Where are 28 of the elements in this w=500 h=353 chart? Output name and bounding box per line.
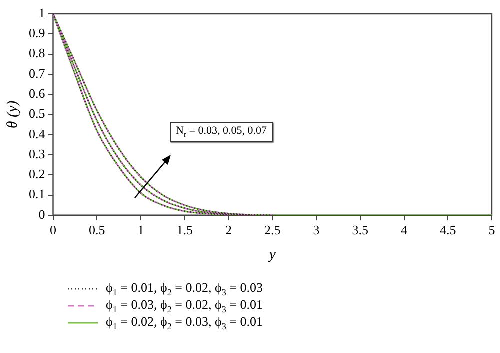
x-tick-label: 2: [226, 222, 232, 238]
y-axis-title: θ (y): [4, 100, 21, 129]
y-tick-label: 0.7: [29, 66, 46, 81]
x-tick-label: 1: [138, 222, 144, 238]
x-tick-label: 3.5: [352, 222, 368, 238]
x-axis-title: y: [267, 246, 276, 263]
x-tick-label: 5: [488, 222, 496, 238]
y-tick-label: 0: [38, 206, 46, 222]
y-tick-label: 0.4: [29, 126, 46, 142]
y-tick-label: 0.1: [29, 186, 46, 202]
y-tick-label: 0.2: [29, 166, 46, 182]
x-tick-label: 4.5: [440, 222, 456, 238]
x-tick-label: 3: [313, 222, 320, 238]
x-tick-label: 0: [50, 222, 56, 238]
annotation: N$_{r}$ = 0.03, 0.05, 0.07: [170, 122, 273, 142]
y-tick-label: 0.3: [29, 146, 46, 162]
x-tick-label: 2.5: [264, 222, 281, 238]
y-tick-label: 0.5: [29, 106, 46, 122]
legend-label: ϕ$_{1}$ = 0.03, ϕ$_{2}$ = 0.02, ϕ$_{3}$ = 0.01: [106, 296, 263, 314]
y-tick-label: 0.6: [29, 86, 46, 101]
x-tick-label: 0.5: [89, 222, 106, 238]
x-tick-label: 1.5: [176, 222, 193, 238]
y-tick-label: 0.9: [29, 26, 46, 41]
y-tick-label: 0.8: [29, 46, 46, 61]
y-tick-label: 1: [38, 5, 46, 20]
x-tick-label: 4: [401, 222, 408, 238]
legend-label: ϕ$_{1}$ = 0.02, ϕ$_{2}$ = 0.03, ϕ$_{3}$ = 0.01: [106, 314, 263, 332]
legend-label: ϕ$_{1}$ = 0.01, ϕ$_{2}$ = 0.02, ϕ$_{3}$ = 0.03: [106, 280, 263, 298]
